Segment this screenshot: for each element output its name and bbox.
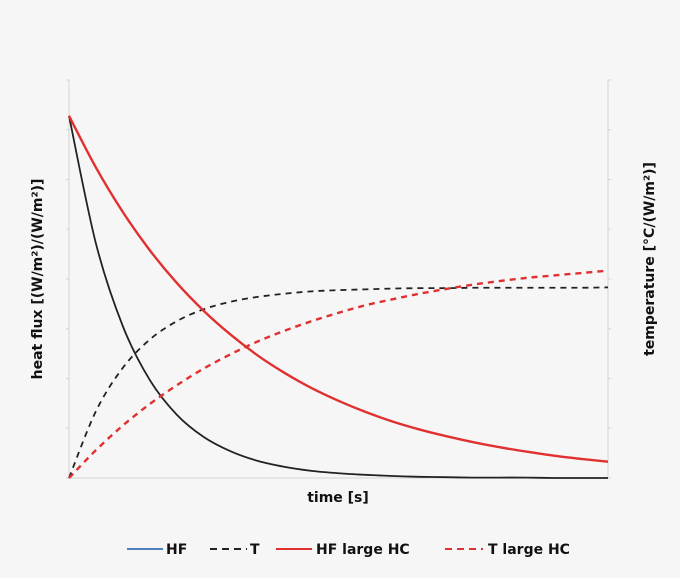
legend-label-hf-large-hc: HF large HC	[316, 542, 410, 558]
legend-label-hf: HF	[166, 542, 187, 558]
legend-item-t: T	[210, 542, 260, 558]
series-line-hf	[68, 115, 608, 479]
legend-item-hf-large-hc: HF large HC	[276, 542, 410, 558]
series-line-hf-large-hc	[67, 115, 609, 463]
right-y-ticks	[608, 79, 611, 479]
right-y-axis-label: temperature [°C/(W/m²)]	[642, 162, 658, 356]
legend-label-t: T	[250, 542, 260, 558]
left-y-axis-label: heat flux [(W/m²)/(W/m²)]	[30, 179, 46, 380]
x-axis-label: time [s]	[307, 490, 369, 506]
legend-item-hf: HF	[127, 542, 187, 558]
legend: HF T HF large HC T large HC	[127, 542, 570, 558]
series-line-t-large-hc	[68, 269, 609, 479]
legend-item-t-large-hc: T large HC	[445, 542, 570, 558]
series-layer	[67, 115, 609, 479]
legend-label-t-large-hc: T large HC	[488, 542, 570, 558]
series-line-t	[68, 286, 609, 479]
left-y-ticks	[66, 79, 69, 479]
